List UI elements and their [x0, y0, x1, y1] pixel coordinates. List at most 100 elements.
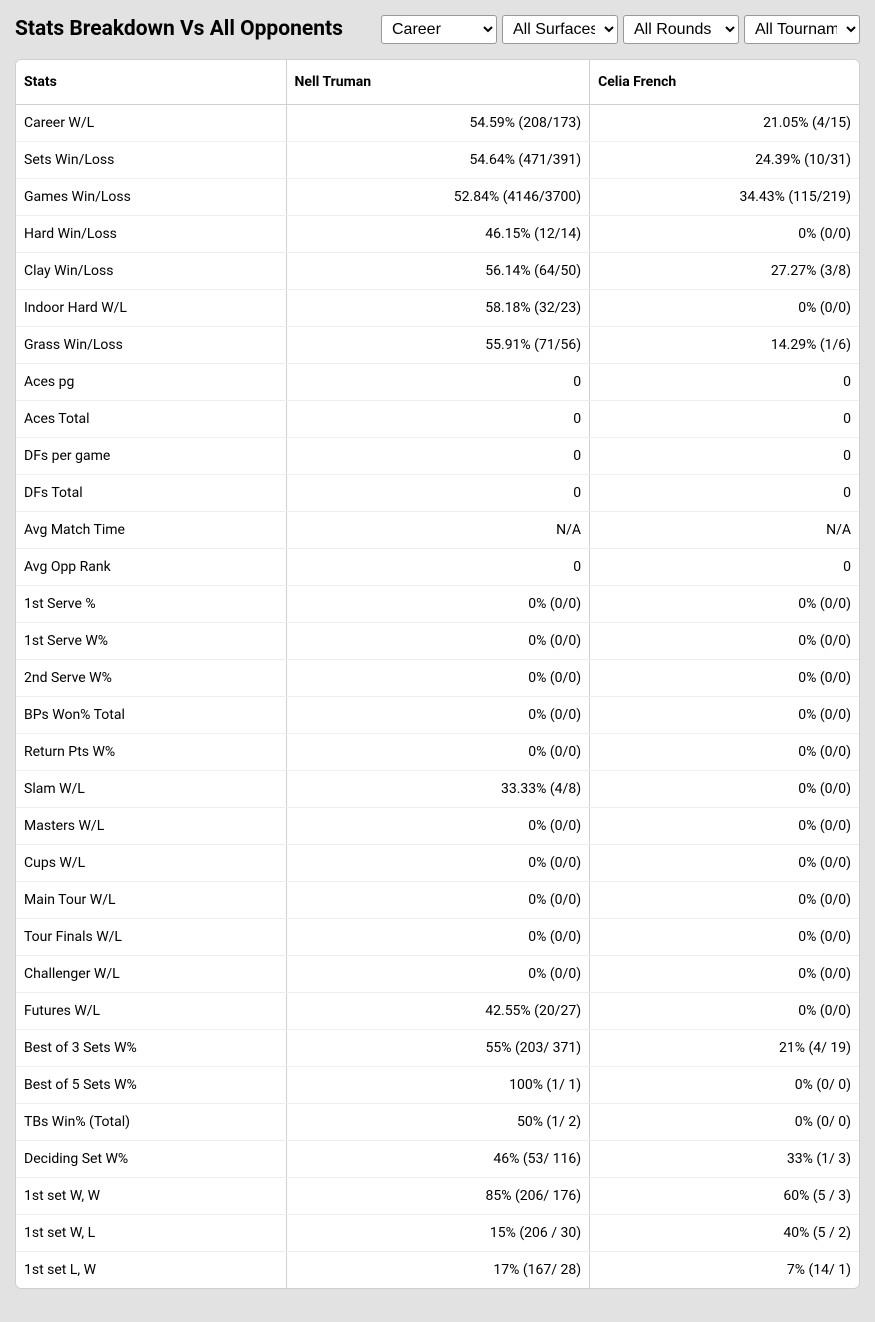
player1-value: 55.91% (71/56) — [286, 327, 590, 364]
stat-label: TBs Win% (Total) — [16, 1104, 286, 1141]
stat-label: Return Pts W% — [16, 734, 286, 771]
table-row: Aces Total00 — [16, 401, 859, 438]
table-row: 1st set W, W85% (206/ 176)60% (5 / 3) — [16, 1178, 859, 1215]
player2-value: 0% (0/0) — [590, 771, 859, 808]
table-row: Indoor Hard W/L58.18% (32/23)0% (0/0) — [16, 290, 859, 327]
player2-value: 0% (0/0) — [590, 993, 859, 1030]
player1-value: 54.64% (471/391) — [286, 142, 590, 179]
stat-label: BPs Won% Total — [16, 697, 286, 734]
stat-label: 1st set L, W — [16, 1252, 286, 1289]
player1-value: 46% (53/ 116) — [286, 1141, 590, 1178]
table-row: DFs Total00 — [16, 475, 859, 512]
table-row: Best of 3 Sets W%55% (203/ 371)21% (4/ 1… — [16, 1030, 859, 1067]
stat-label: Indoor Hard W/L — [16, 290, 286, 327]
player2-value: 0 — [590, 475, 859, 512]
player2-value: 0 — [590, 401, 859, 438]
player1-value: 54.59% (208/173) — [286, 105, 590, 142]
table-row: 1st Serve %0% (0/0)0% (0/0) — [16, 586, 859, 623]
stat-label: Grass Win/Loss — [16, 327, 286, 364]
player2-value: 21.05% (4/15) — [590, 105, 859, 142]
filter-tournaments[interactable]: All Tournaments — [744, 15, 860, 44]
player1-value: 0% (0/0) — [286, 660, 590, 697]
player2-value: N/A — [590, 512, 859, 549]
player1-value: 0% (0/0) — [286, 882, 590, 919]
stat-label: DFs Total — [16, 475, 286, 512]
table-row: Sets Win/Loss54.64% (471/391)24.39% (10/… — [16, 142, 859, 179]
player1-value: 56.14% (64/50) — [286, 253, 590, 290]
player1-value: 0 — [286, 438, 590, 475]
stat-label: Tour Finals W/L — [16, 919, 286, 956]
table-row: 1st Serve W%0% (0/0)0% (0/0) — [16, 623, 859, 660]
stat-label: Aces Total — [16, 401, 286, 438]
stat-label: Futures W/L — [16, 993, 286, 1030]
table-row: Tour Finals W/L0% (0/0)0% (0/0) — [16, 919, 859, 956]
filter-rounds[interactable]: All Rounds — [623, 15, 739, 44]
player1-value: 0% (0/0) — [286, 956, 590, 993]
table-row: Grass Win/Loss55.91% (71/56)14.29% (1/6) — [16, 327, 859, 364]
stat-label: Main Tour W/L — [16, 882, 286, 919]
stat-label: 1st Serve % — [16, 586, 286, 623]
player2-value: 40% (5 / 2) — [590, 1215, 859, 1252]
player1-value: 0% (0/0) — [286, 623, 590, 660]
table-row: Masters W/L0% (0/0)0% (0/0) — [16, 808, 859, 845]
page-title: Stats Breakdown Vs All Opponents — [15, 16, 343, 42]
player1-value: 0 — [286, 475, 590, 512]
player2-value: 24.39% (10/31) — [590, 142, 859, 179]
player1-value: 55% (203/ 371) — [286, 1030, 590, 1067]
player2-value: 0% (0/0) — [590, 660, 859, 697]
table-row: Clay Win/Loss56.14% (64/50)27.27% (3/8) — [16, 253, 859, 290]
player1-value: 100% (1/ 1) — [286, 1067, 590, 1104]
table-row: BPs Won% Total0% (0/0)0% (0/0) — [16, 697, 859, 734]
player2-value: 0% (0/0) — [590, 586, 859, 623]
table-row: Cups W/L0% (0/0)0% (0/0) — [16, 845, 859, 882]
table-row: DFs per game00 — [16, 438, 859, 475]
stat-label: 1st set W, L — [16, 1215, 286, 1252]
table-row: Deciding Set W%46% (53/ 116)33% (1/ 3) — [16, 1141, 859, 1178]
player1-value: 0% (0/0) — [286, 919, 590, 956]
stat-label: Clay Win/Loss — [16, 253, 286, 290]
player1-value: 0 — [286, 364, 590, 401]
table-row: Main Tour W/L0% (0/0)0% (0/0) — [16, 882, 859, 919]
stat-label: Avg Match Time — [16, 512, 286, 549]
player2-value: 0% (0/0) — [590, 845, 859, 882]
player1-value: 58.18% (32/23) — [286, 290, 590, 327]
player2-value: 0% (0/0) — [590, 808, 859, 845]
table-row: 1st set L, W17% (167/ 28)7% (14/ 1) — [16, 1252, 859, 1289]
stat-label: Best of 5 Sets W% — [16, 1067, 286, 1104]
player1-value: 85% (206/ 176) — [286, 1178, 590, 1215]
stat-label: 2nd Serve W% — [16, 660, 286, 697]
player1-value: 17% (167/ 28) — [286, 1252, 590, 1289]
player2-value: 0% (0/0) — [590, 623, 859, 660]
player2-value: 0% (0/0) — [590, 290, 859, 327]
stat-label: Sets Win/Loss — [16, 142, 286, 179]
col-header-player2: Celia French — [590, 60, 859, 105]
player2-value: 0% (0/0) — [590, 882, 859, 919]
stat-label: Best of 3 Sets W% — [16, 1030, 286, 1067]
stat-label: Games Win/Loss — [16, 179, 286, 216]
stat-label: Cups W/L — [16, 845, 286, 882]
player1-value: 0 — [286, 401, 590, 438]
player1-value: 52.84% (4146/3700) — [286, 179, 590, 216]
player1-value: 0% (0/0) — [286, 845, 590, 882]
table-row: Slam W/L33.33% (4/8)0% (0/0) — [16, 771, 859, 808]
stat-label: Challenger W/L — [16, 956, 286, 993]
table-row: Avg Match TimeN/AN/A — [16, 512, 859, 549]
player1-value: 46.15% (12/14) — [286, 216, 590, 253]
player2-value: 0% (0/ 0) — [590, 1104, 859, 1141]
table-row: Avg Opp Rank00 — [16, 549, 859, 586]
player1-value: 42.55% (20/27) — [286, 993, 590, 1030]
player1-value: 0% (0/0) — [286, 697, 590, 734]
player2-value: 33% (1/ 3) — [590, 1141, 859, 1178]
table-row: Games Win/Loss52.84% (4146/3700)34.43% (… — [16, 179, 859, 216]
player1-value: 0 — [286, 549, 590, 586]
table-header-row: Stats Nell Truman Celia French — [16, 60, 859, 105]
player2-value: 0% (0/0) — [590, 956, 859, 993]
stats-table: Stats Nell Truman Celia French Career W/… — [16, 60, 859, 1288]
filter-bar: Career All Surfaces All Rounds All Tourn… — [381, 15, 860, 44]
table-row: Best of 5 Sets W%100% (1/ 1)0% (0/ 0) — [16, 1067, 859, 1104]
player1-value: 50% (1/ 2) — [286, 1104, 590, 1141]
filter-surface[interactable]: All Surfaces — [502, 15, 618, 44]
table-row: Return Pts W%0% (0/0)0% (0/0) — [16, 734, 859, 771]
filter-time[interactable]: Career — [381, 15, 497, 44]
col-header-player1: Nell Truman — [286, 60, 590, 105]
